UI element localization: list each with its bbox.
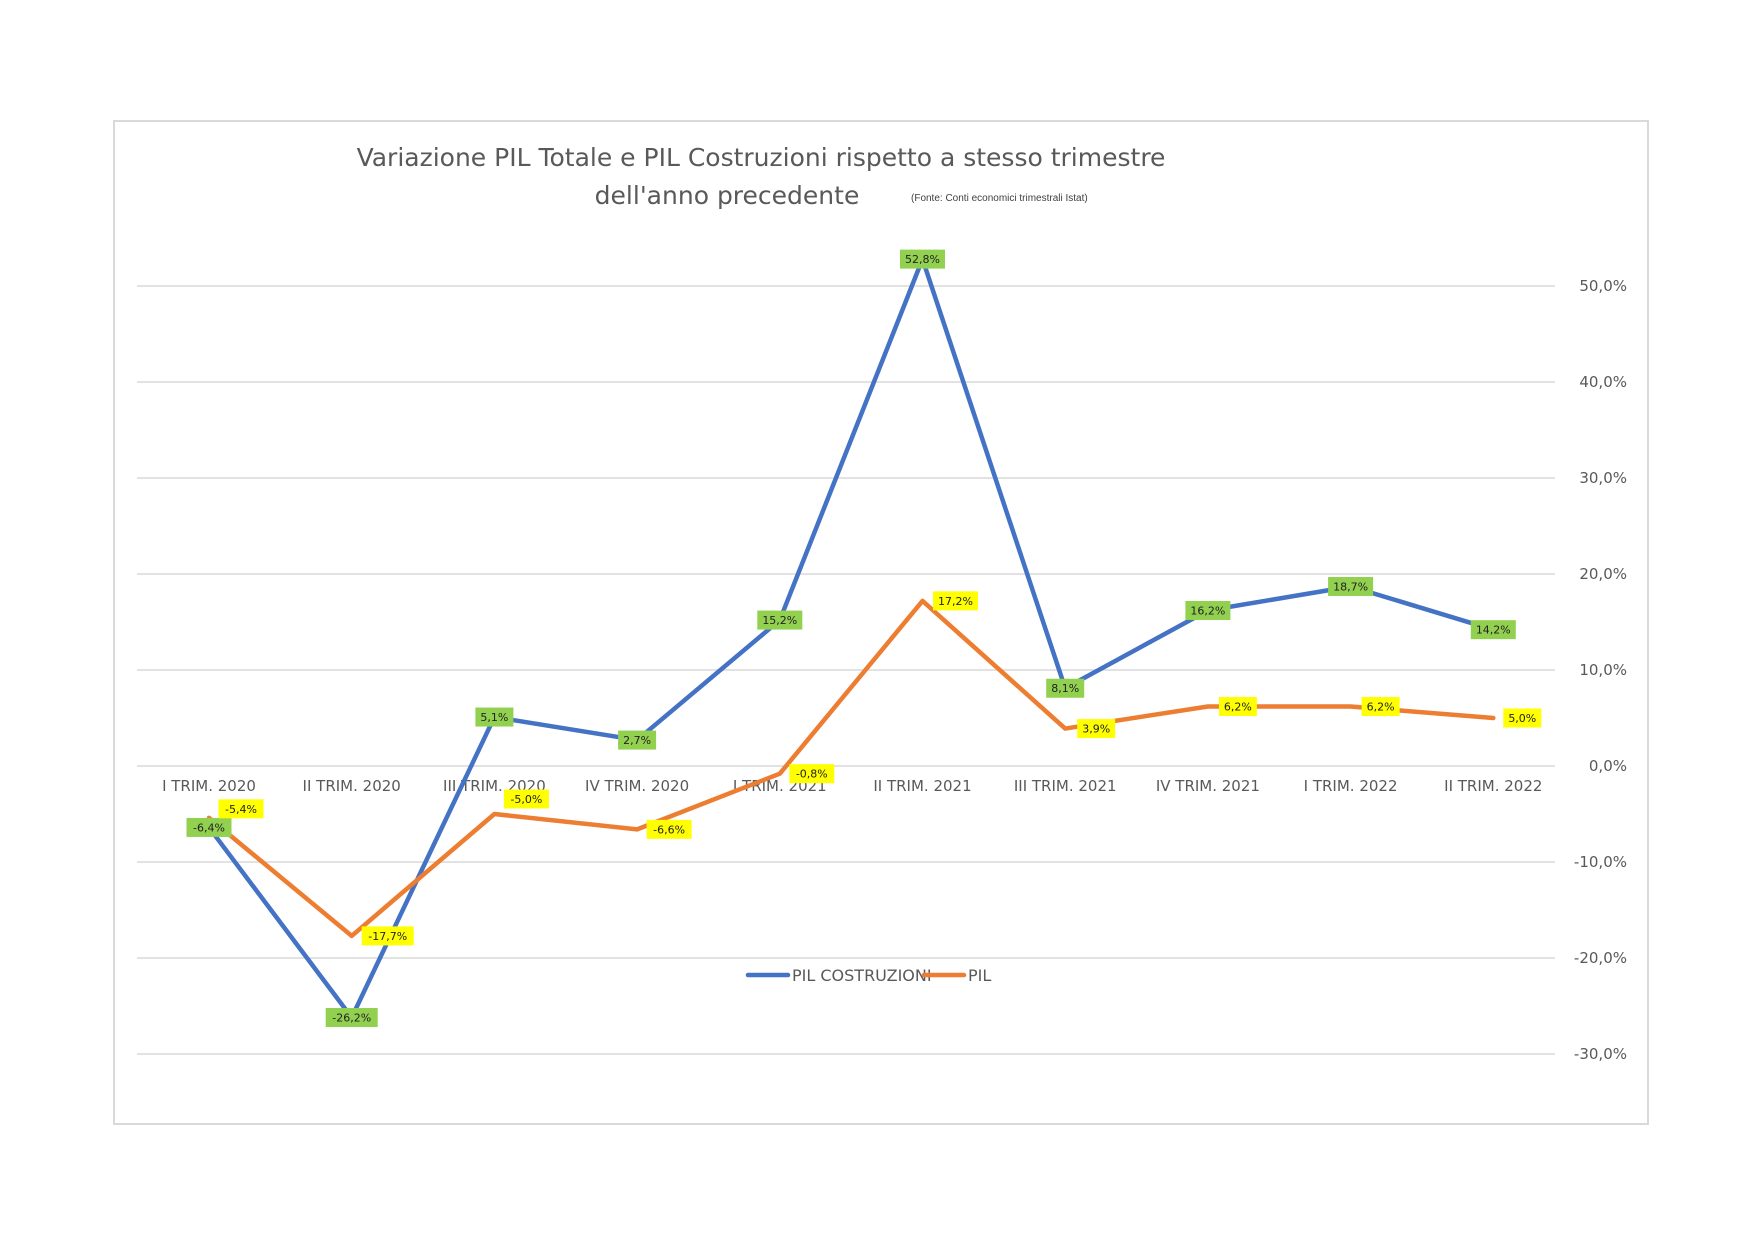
svg-text:PIL: PIL	[968, 966, 991, 985]
x-category-label: I TRIM. 2022	[1304, 777, 1398, 795]
y-tick-label: 30,0%	[1579, 469, 1627, 487]
svg-text:PIL COSTRUZIONI: PIL COSTRUZIONI	[792, 966, 932, 985]
svg-text:14,2%: 14,2%	[1476, 624, 1511, 637]
data-label-pil: -5,4%	[218, 799, 264, 819]
data-label-pil: 17,2%	[933, 591, 978, 611]
data-label-costruzioni: 52,8%	[900, 249, 945, 269]
svg-text:-0,8%: -0,8%	[796, 768, 828, 781]
legend-item-pil: PIL	[921, 966, 991, 985]
svg-text:8,1%: 8,1%	[1051, 682, 1079, 695]
data-label-pil: 5,0%	[1503, 708, 1542, 728]
svg-text:-17,7%: -17,7%	[368, 930, 407, 943]
svg-text:2,7%: 2,7%	[623, 734, 651, 747]
svg-text:-26,2%: -26,2%	[332, 1012, 371, 1025]
data-label-costruzioni: -26,2%	[325, 1008, 378, 1028]
svg-text:18,7%: 18,7%	[1333, 580, 1368, 593]
data-label-costruzioni: 16,2%	[1185, 600, 1231, 620]
svg-text:6,2%: 6,2%	[1224, 700, 1252, 713]
y-tick-label: 20,0%	[1579, 565, 1627, 583]
data-label-pil: 6,2%	[1361, 696, 1400, 716]
svg-text:3,9%: 3,9%	[1082, 723, 1110, 736]
data-label-costruzioni: 5,1%	[475, 707, 514, 727]
chart-frame: Variazione PIL Totale e PIL Costruzioni …	[113, 120, 1649, 1125]
y-tick-label: 40,0%	[1579, 373, 1627, 391]
svg-text:6,2%: 6,2%	[1367, 700, 1395, 713]
x-category-label: IV TRIM. 2020	[585, 777, 689, 795]
y-tick-label: -30,0%	[1574, 1045, 1627, 1063]
x-category-label: I TRIM. 2020	[162, 777, 256, 795]
data-label-costruzioni: 2,7%	[618, 730, 657, 750]
x-category-label: II TRIM. 2020	[303, 777, 401, 795]
chart-title-note: (Fonte: Conti economici trimestrali Ista…	[911, 193, 1088, 204]
data-label-pil: -6,6%	[646, 819, 692, 839]
y-tick-label: -10,0%	[1574, 853, 1627, 871]
data-label-costruzioni: 15,2%	[757, 610, 803, 630]
data-label-costruzioni: 8,1%	[1046, 678, 1085, 698]
x-category-label: II TRIM. 2022	[1444, 777, 1542, 795]
svg-text:16,2%: 16,2%	[1190, 604, 1225, 617]
svg-text:52,8%: 52,8%	[905, 253, 940, 266]
x-category-label: II TRIM. 2021	[873, 777, 971, 795]
svg-text:15,2%: 15,2%	[762, 614, 797, 627]
chart-title-line2: dell'anno precedente	[595, 181, 860, 210]
svg-text:5,0%: 5,0%	[1508, 712, 1536, 725]
series-line-pil	[206, 598, 1496, 939]
x-category-label: IV TRIM. 2021	[1156, 777, 1260, 795]
data-label-costruzioni: 18,7%	[1328, 576, 1374, 596]
svg-text:-6,4%: -6,4%	[193, 821, 225, 834]
series-line-pil-costruzioni	[206, 256, 1496, 1020]
line-chart: Variazione PIL Totale e PIL Costruzioni …	[137, 143, 1627, 1063]
data-label-costruzioni: 14,2%	[1470, 620, 1516, 640]
svg-text:5,1%: 5,1%	[480, 711, 508, 724]
x-category-label: III TRIM. 2021	[1014, 777, 1117, 795]
y-tick-label: 10,0%	[1579, 661, 1627, 679]
svg-text:-5,4%: -5,4%	[225, 803, 257, 816]
svg-text:-6,6%: -6,6%	[653, 823, 685, 836]
data-label-pil: 3,9%	[1077, 719, 1116, 739]
data-label-pil: 6,2%	[1218, 696, 1257, 716]
svg-text:17,2%: 17,2%	[938, 595, 973, 608]
y-tick-label: -20,0%	[1574, 949, 1627, 967]
data-label-pil: -5,0%	[503, 789, 549, 809]
chart-title-line1: Variazione PIL Totale e PIL Costruzioni …	[357, 143, 1166, 172]
data-label-pil: -17,7%	[361, 926, 414, 946]
y-tick-label: 50,0%	[1579, 277, 1627, 295]
data-label-costruzioni: -6,4%	[186, 817, 232, 837]
legend-item-pil-costruzioni: PIL COSTRUZIONI	[745, 966, 932, 985]
data-label-pil: -0,8%	[789, 764, 835, 784]
svg-text:-5,0%: -5,0%	[510, 793, 542, 806]
y-tick-label: 0,0%	[1589, 757, 1627, 775]
